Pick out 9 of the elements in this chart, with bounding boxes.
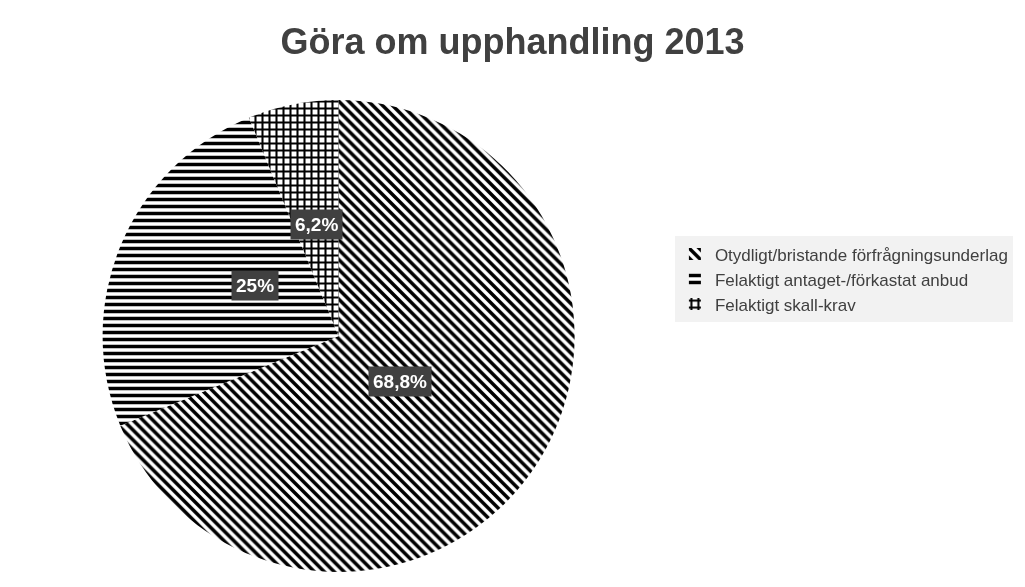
- pie-slice: [102, 117, 339, 426]
- data-label: 68,8%: [373, 371, 427, 392]
- data-label: 25%: [236, 275, 275, 296]
- legend-label: Felaktigt skall-krav: [714, 295, 857, 315]
- legend-label: Felaktigt antaget-/förkastat anbud: [714, 270, 969, 290]
- legend-label: Otydligt/bristande förfrågningsunderlag: [714, 245, 1008, 265]
- data-label: 6,2%: [295, 214, 339, 235]
- chart-title: Göra om upphandling 2013: [280, 20, 745, 62]
- pie-slice: [120, 100, 575, 572]
